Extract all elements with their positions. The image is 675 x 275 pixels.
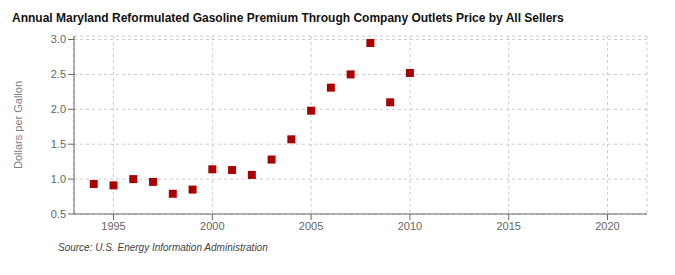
svg-text:1995: 1995 bbox=[101, 220, 125, 232]
svg-text:1.5: 1.5 bbox=[51, 138, 66, 150]
svg-text:2.5: 2.5 bbox=[51, 68, 66, 80]
svg-text:2015: 2015 bbox=[496, 220, 520, 232]
svg-text:2010: 2010 bbox=[398, 220, 422, 232]
svg-text:Dollars per Gallon: Dollars per Gallon bbox=[12, 81, 24, 169]
html-text:Annual Maryland Reformulated G: Annual Maryland Reformulated Gasoline Pr… bbox=[12, 11, 564, 25]
svg-text:2000: 2000 bbox=[200, 220, 224, 232]
svg-text:2.0: 2.0 bbox=[51, 103, 66, 115]
svg-text:2005: 2005 bbox=[299, 220, 323, 232]
svg-text:3.0: 3.0 bbox=[51, 33, 66, 45]
svg-text:1.0: 1.0 bbox=[51, 173, 66, 185]
svg-text:0.5: 0.5 bbox=[51, 208, 66, 220]
svg-text:2020: 2020 bbox=[595, 220, 619, 232]
html-text:Source: U.S. Energy Informatio: Source: U.S. Energy Information Administ… bbox=[58, 242, 268, 253]
